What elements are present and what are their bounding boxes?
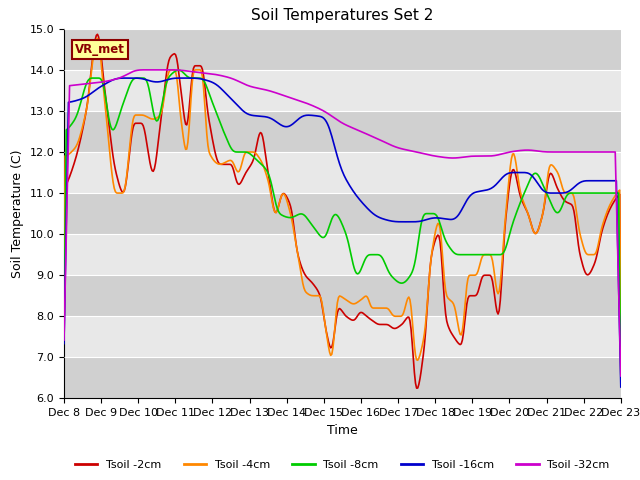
Bar — [64, 29, 621, 70]
Bar — [64, 357, 621, 398]
Legend: Tsoil -2cm, Tsoil -4cm, Tsoil -8cm, Tsoil -16cm, Tsoil -32cm: Tsoil -2cm, Tsoil -4cm, Tsoil -8cm, Tsoi… — [70, 456, 614, 475]
Title: Soil Temperatures Set 2: Soil Temperatures Set 2 — [252, 9, 433, 24]
Bar — [64, 234, 621, 275]
Bar — [64, 70, 621, 111]
Bar — [64, 111, 621, 152]
Y-axis label: Soil Temperature (C): Soil Temperature (C) — [11, 149, 24, 278]
Bar — [64, 193, 621, 234]
Bar — [64, 275, 621, 316]
Bar — [64, 152, 621, 193]
X-axis label: Time: Time — [327, 424, 358, 437]
Bar — [64, 316, 621, 357]
Text: VR_met: VR_met — [75, 43, 125, 56]
